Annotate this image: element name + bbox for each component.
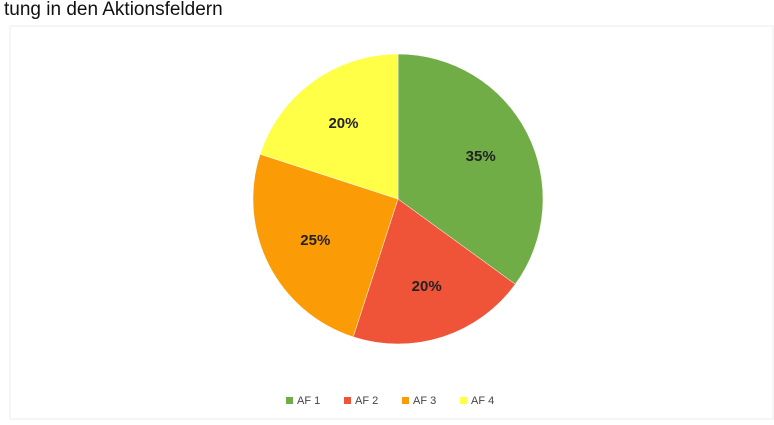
legend-label: AF 1 [297, 395, 320, 407]
value-label: 20% [328, 115, 358, 132]
value-label: 35% [466, 148, 496, 165]
chart-title: tung in den Aktionsfeldern [4, 0, 223, 20]
legend-swatch [402, 397, 409, 404]
legend-swatch [344, 397, 351, 404]
legend-label: AF 4 [471, 395, 494, 407]
value-label: 25% [300, 232, 330, 249]
legend-swatch [460, 397, 467, 404]
legend-label: AF 2 [355, 395, 378, 407]
legend-label: AF 3 [413, 395, 436, 407]
pie-slice [352, 198, 516, 345]
value-label: 20% [412, 278, 442, 295]
pie-slice [252, 153, 399, 338]
pie-slice [259, 53, 399, 200]
legend-swatch [286, 397, 293, 404]
pie-slice [397, 53, 544, 285]
chart-frame [9, 25, 774, 420]
